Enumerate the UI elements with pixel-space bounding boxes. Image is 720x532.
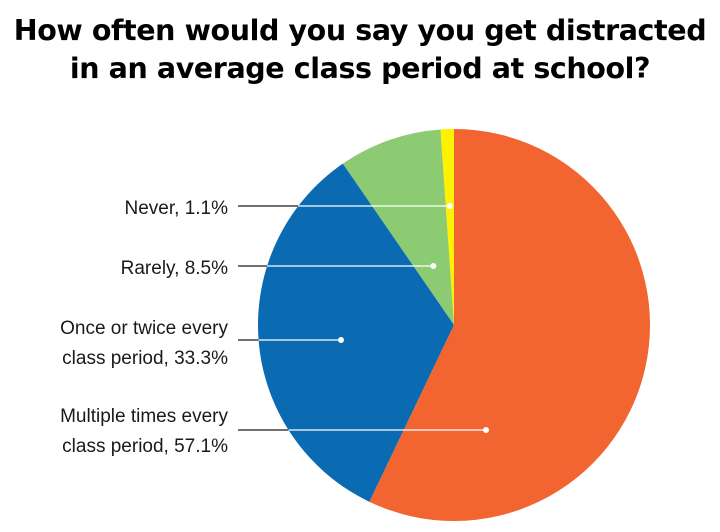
callout-dot-2 bbox=[338, 337, 344, 343]
slice-label-3-line-1: class period, 57.1% bbox=[62, 436, 228, 457]
slice-label-0-line-0: Never, 1.1% bbox=[125, 198, 229, 219]
chart-title: How often would you say you get distract… bbox=[0, 12, 720, 88]
pie-slice-2 bbox=[257, 163, 454, 502]
slice-label-2-line-0: Once or twice every bbox=[60, 318, 228, 339]
slice-label-3-line-0: Multiple times every bbox=[60, 406, 228, 427]
callout-dot-1 bbox=[430, 263, 437, 269]
slice-label-2-line-1: class period, 33.3% bbox=[62, 348, 228, 369]
pie-slice-1 bbox=[342, 129, 454, 325]
callout-dot-0 bbox=[446, 203, 453, 209]
chart-title-line-2: in an average class period at school? bbox=[69, 52, 651, 85]
slice-label-1-line-0: Rarely, 8.5% bbox=[121, 258, 228, 279]
callout-dot-3 bbox=[483, 427, 489, 433]
pie-slice-3 bbox=[369, 129, 650, 521]
chart-title-line-1: How often would you say you get distract… bbox=[13, 14, 707, 47]
pie-slice-0 bbox=[440, 129, 454, 325]
